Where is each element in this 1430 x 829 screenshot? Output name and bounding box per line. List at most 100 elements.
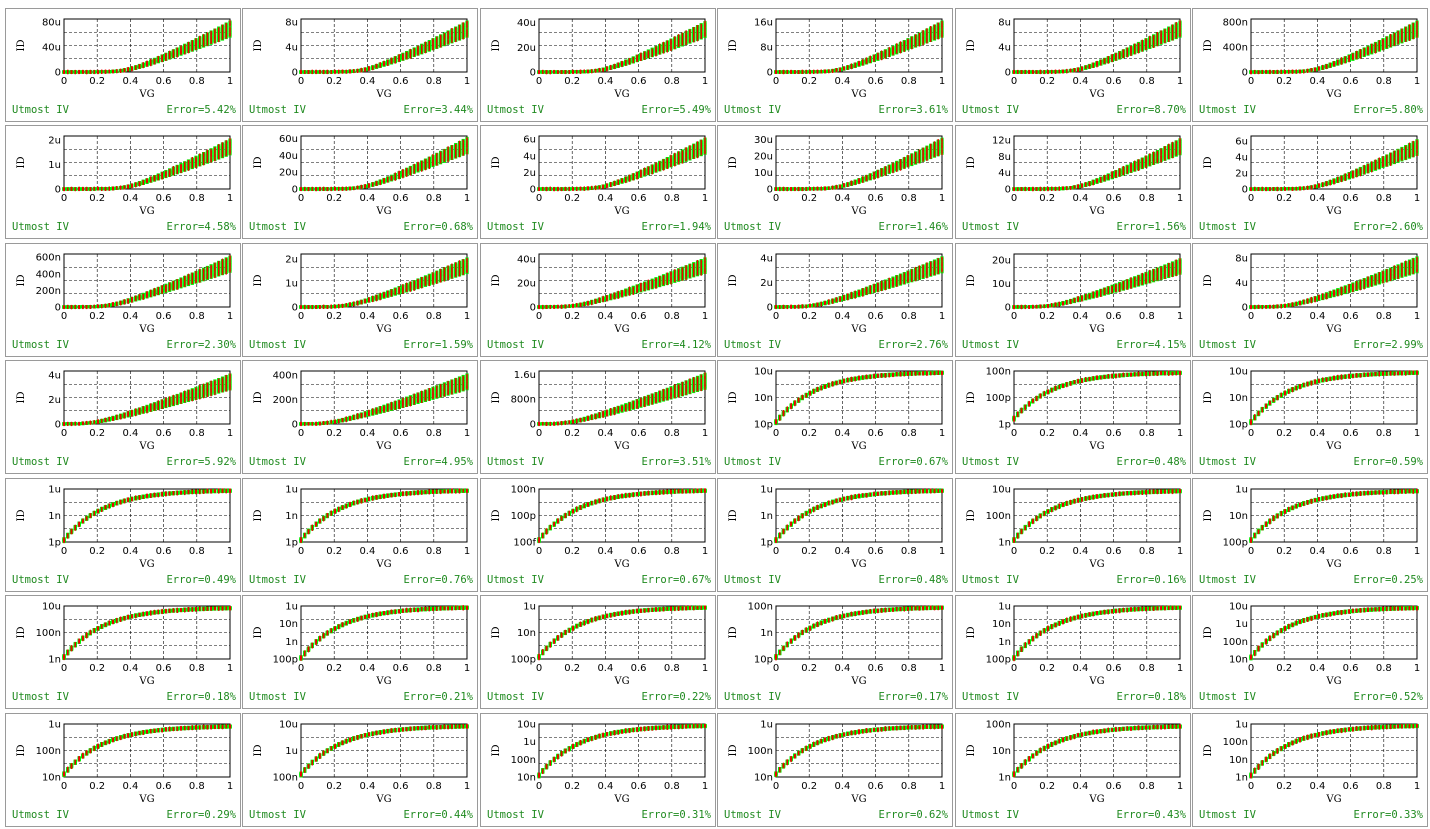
simulated-point	[1134, 51, 1136, 55]
simulated-series	[1250, 21, 1418, 75]
simulated-point	[918, 35, 921, 39]
y-tick-label: 40u	[517, 18, 536, 29]
simulated-point	[1386, 38, 1388, 42]
simulated-point	[176, 54, 178, 58]
simulated-point	[127, 68, 129, 71]
x-tick-label: 1	[464, 76, 470, 87]
simulated-point	[1348, 59, 1350, 63]
simulated-point	[1179, 33, 1181, 36]
y-axis-label: ID	[728, 40, 739, 52]
simulated-point	[1408, 36, 1411, 40]
simulated-point	[172, 54, 175, 58]
simulated-point	[1401, 38, 1403, 42]
simulated-point	[191, 40, 193, 44]
simulated-point	[210, 30, 212, 34]
simulated-point	[1378, 43, 1380, 47]
simulated-point	[379, 62, 381, 65]
simulated-point	[666, 40, 668, 44]
simulated-point	[937, 22, 939, 26]
simulated-point	[696, 36, 699, 40]
simulated-point	[184, 44, 186, 48]
simulated-point	[383, 60, 385, 64]
simulated-point	[455, 32, 457, 35]
simulated-point	[918, 39, 921, 42]
iv-plot-panel: 0 0.2 0.4 0.6 0.8 1 0 20u 40u VG ID Utmost IV Error=…	[480, 8, 716, 122]
y-tick-label: 4u	[998, 43, 1011, 54]
simulated-point	[123, 68, 126, 72]
simulated-point	[1363, 49, 1365, 53]
simulated-series	[538, 20, 706, 75]
simulated-point	[168, 50, 171, 54]
simulated-point	[447, 39, 449, 43]
simulated-point	[681, 32, 684, 36]
simulated-point	[1393, 38, 1396, 42]
simulated-point	[1265, 70, 1267, 74]
simulated-point	[1359, 49, 1362, 52]
x-tick-label: 0.2	[564, 76, 580, 87]
simulated-point	[704, 27, 706, 31]
simulated-point	[161, 59, 163, 63]
simulated-point	[689, 29, 691, 33]
x-axis-label: VG	[850, 89, 866, 100]
simulated-point	[338, 69, 340, 73]
simulated-point	[210, 35, 212, 39]
simulated-point	[884, 49, 887, 53]
simulated-point	[542, 70, 544, 74]
simulated-point	[670, 41, 672, 45]
simulated-point	[1145, 43, 1147, 46]
simulated-point	[850, 65, 853, 68]
simulated-point	[439, 34, 442, 38]
simulated-point	[892, 46, 894, 49]
simulated-point	[1145, 38, 1147, 42]
simulated-point	[1257, 70, 1260, 74]
simulated-point	[700, 30, 702, 34]
simulated-point	[202, 37, 205, 41]
simulated-point	[933, 24, 936, 28]
y-tick-label: 8u	[760, 43, 773, 54]
simulated-point	[214, 28, 216, 32]
simulated-point	[685, 39, 687, 43]
simulated-point	[621, 60, 623, 64]
simulated-point	[937, 31, 939, 35]
simulated-point	[1389, 35, 1392, 39]
simulated-point	[704, 29, 706, 33]
simulated-point	[1269, 69, 1271, 73]
simulated-point	[937, 25, 939, 28]
simulated-point	[1111, 54, 1113, 57]
simulated-point	[865, 57, 868, 61]
y-axis-label: ID	[253, 40, 264, 52]
simulated-point	[1378, 48, 1380, 52]
simulated-point	[315, 69, 317, 73]
simulated-point	[1122, 52, 1125, 56]
simulated-point	[873, 54, 875, 58]
x-tick-label: 0.8	[189, 76, 205, 87]
simulated-point	[636, 55, 638, 59]
x-axis-label: VG	[1088, 89, 1104, 100]
simulated-point	[1280, 69, 1282, 73]
simulated-point	[805, 70, 807, 73]
simulated-point	[1130, 53, 1132, 56]
simulated-point	[877, 52, 879, 56]
simulated-point	[462, 24, 464, 28]
simulated-point	[1171, 34, 1174, 38]
simulated-point	[911, 43, 913, 47]
simulated-point	[677, 38, 680, 41]
simulated-point	[847, 65, 849, 69]
simulated-point	[907, 42, 909, 46]
x-tick-label: 1	[1177, 76, 1183, 87]
x-axis-label: VG	[613, 89, 629, 100]
simulated-point	[670, 44, 672, 48]
simulated-point	[937, 36, 939, 40]
simulated-point	[1171, 32, 1174, 36]
simulated-point	[436, 36, 438, 40]
simulated-point	[458, 34, 461, 38]
simulated-point	[466, 24, 468, 28]
simulated-point	[436, 44, 438, 47]
simulated-point	[930, 32, 932, 36]
simulated-point	[576, 70, 578, 73]
simulated-point	[221, 34, 224, 38]
simulated-point	[195, 46, 197, 50]
x-tick-label: 1	[939, 76, 945, 87]
simulated-point	[1134, 43, 1136, 47]
